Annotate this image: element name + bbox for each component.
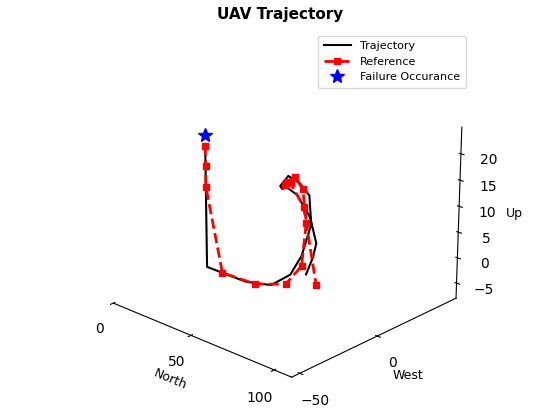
Title: UAV Trajectory: UAV Trajectory: [217, 7, 343, 22]
X-axis label: North: North: [152, 367, 189, 392]
Y-axis label: West: West: [392, 369, 423, 382]
Legend: Trajectory, Reference, Failure Occurance: Trajectory, Reference, Failure Occurance: [318, 36, 466, 88]
